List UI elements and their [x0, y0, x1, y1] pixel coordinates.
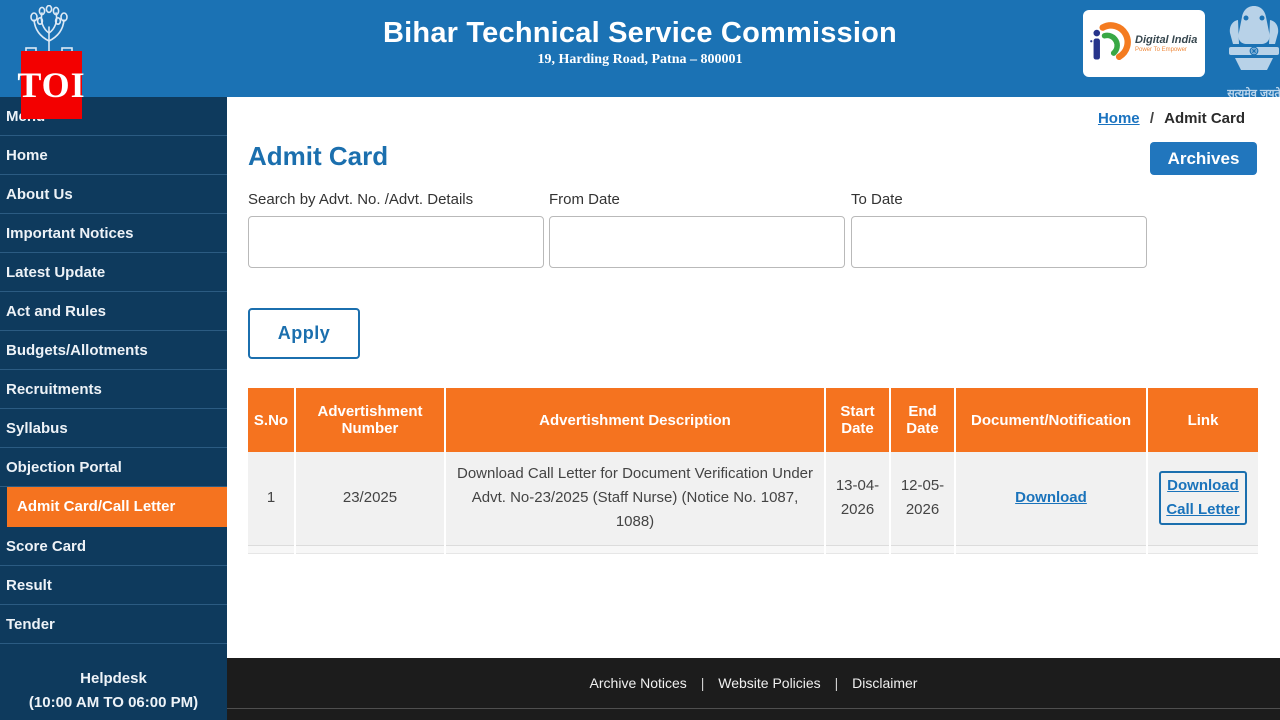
digital-india-badge: Digital India Power To Empower: [1083, 10, 1205, 77]
cell-start-date: 13-04-2026: [825, 452, 891, 546]
breadcrumb-separator: /: [1149, 110, 1154, 127]
breadcrumb-home-link[interactable]: Home: [1097, 110, 1140, 127]
page-title: Admit Card: [248, 141, 389, 171]
footer-links: Archive Notices | Website Policies | Dis…: [227, 675, 1280, 691]
col-header-adv-number: Advertishment Number: [295, 388, 446, 452]
cell-adv-description: Download Call Letter for Document Verifi…: [445, 452, 826, 546]
footer-separator: |: [834, 675, 839, 691]
download-call-letter-box[interactable]: Download Call Letter: [1159, 471, 1247, 526]
sidebar-item-result[interactable]: Result: [0, 566, 227, 605]
from-date-input[interactable]: [549, 216, 845, 268]
helpdesk-title: Helpdesk: [80, 670, 147, 687]
sidebar-item-recruitments[interactable]: Recruitments: [0, 370, 227, 409]
sidebar-item-latest-update[interactable]: Latest Update: [0, 253, 227, 292]
to-date-input[interactable]: [851, 216, 1147, 268]
col-header-sno: S.No: [248, 388, 296, 452]
toi-watermark-text: TOI: [17, 65, 86, 105]
from-date-label: From Date: [549, 191, 620, 208]
sidebar-nav: Menu Home About Us Important Notices Lat…: [0, 97, 227, 720]
to-date-label: To Date: [851, 191, 903, 208]
digital-india-logo-icon: [1090, 21, 1131, 60]
table-stub-row: [248, 545, 1258, 554]
cell-link: Download Call Letter: [1147, 452, 1258, 546]
sidebar-item-important-notices[interactable]: Important Notices: [0, 214, 227, 253]
site-title: Bihar Technical Service Commission: [383, 17, 897, 49]
table-header-row: S.No Advertishment Number Advertishment …: [248, 388, 1258, 452]
footer-link-website-policies[interactable]: Website Policies: [718, 675, 821, 691]
admit-card-table: S.No Advertishment Number Advertishment …: [248, 388, 1258, 554]
cell-adv-number: 23/2025: [295, 452, 446, 546]
sidebar-item-about-us[interactable]: About Us: [0, 175, 227, 214]
national-emblem: सत्यमेव जयते: [1224, 4, 1280, 97]
main-content: Home / Admit Card Admit Card Archives Se…: [227, 97, 1280, 658]
sidebar-item-act-and-rules[interactable]: Act and Rules: [0, 292, 227, 331]
footer-link-disclaimer[interactable]: Disclaimer: [852, 675, 918, 691]
sidebar-item-tender[interactable]: Tender: [0, 605, 227, 644]
helpdesk-hours: (10:00 AM TO 06:00 PM): [28, 694, 199, 711]
search-advt-label: Search by Advt. No. /Advt. Details: [248, 191, 474, 208]
col-header-document-notification: Document/Notification: [955, 388, 1148, 452]
col-header-start-date: Start Date: [825, 388, 891, 452]
sidebar-item-home[interactable]: Home: [0, 136, 227, 175]
col-header-end-date: End Date: [890, 388, 956, 452]
document-download-link[interactable]: Download: [1015, 489, 1087, 507]
apply-button[interactable]: Apply: [248, 308, 360, 359]
footer: Archive Notices | Website Policies | Dis…: [227, 658, 1280, 720]
national-emblem-icon: [1229, 6, 1279, 70]
footer-divider: [227, 708, 1280, 709]
table-row: 1 23/2025 Download Call Letter for Docum…: [248, 452, 1258, 546]
sidebar-item-score-card[interactable]: Score Card: [0, 527, 227, 566]
emblem-motto: सत्यमेव जयते: [1227, 88, 1280, 97]
site-address: 19, Harding Road, Patna – 800001: [537, 52, 743, 67]
cell-end-date: 12-05-2026: [890, 452, 956, 546]
col-header-adv-description: Advertishment Description: [445, 388, 826, 452]
header: बिहार Bihar Technical Service Commission…: [0, 0, 1280, 97]
breadcrumb-current: Admit Card: [1164, 110, 1245, 127]
breadcrumb: Home / Admit Card: [1098, 110, 1245, 127]
toi-watermark: TOI: [17, 51, 85, 119]
sidebar-item-budgets-allotments[interactable]: Budgets/Allotments: [0, 331, 227, 370]
digital-india-text: Digital India Power To Empower: [1135, 33, 1198, 53]
search-advt-input[interactable]: [248, 216, 544, 268]
cell-document: Download: [955, 452, 1148, 546]
sidebar-item-admit-card-call-letter[interactable]: Admit Card/Call Letter: [7, 487, 227, 527]
download-call-letter-link-line1[interactable]: Download: [1167, 477, 1239, 495]
sidebar-item-syllabus[interactable]: Syllabus: [0, 409, 227, 448]
footer-link-archive-notices[interactable]: Archive Notices: [589, 675, 687, 691]
footer-separator: |: [700, 675, 705, 691]
col-header-link: Link: [1147, 388, 1258, 452]
cell-sno: 1: [248, 452, 296, 546]
helpdesk-block: Helpdesk (10:00 AM TO 06:00 PM): [0, 670, 227, 711]
archives-button[interactable]: Archives: [1150, 142, 1257, 175]
sidebar-item-objection-portal[interactable]: Objection Portal: [0, 448, 227, 487]
download-call-letter-link-line2[interactable]: Call Letter: [1166, 501, 1240, 519]
